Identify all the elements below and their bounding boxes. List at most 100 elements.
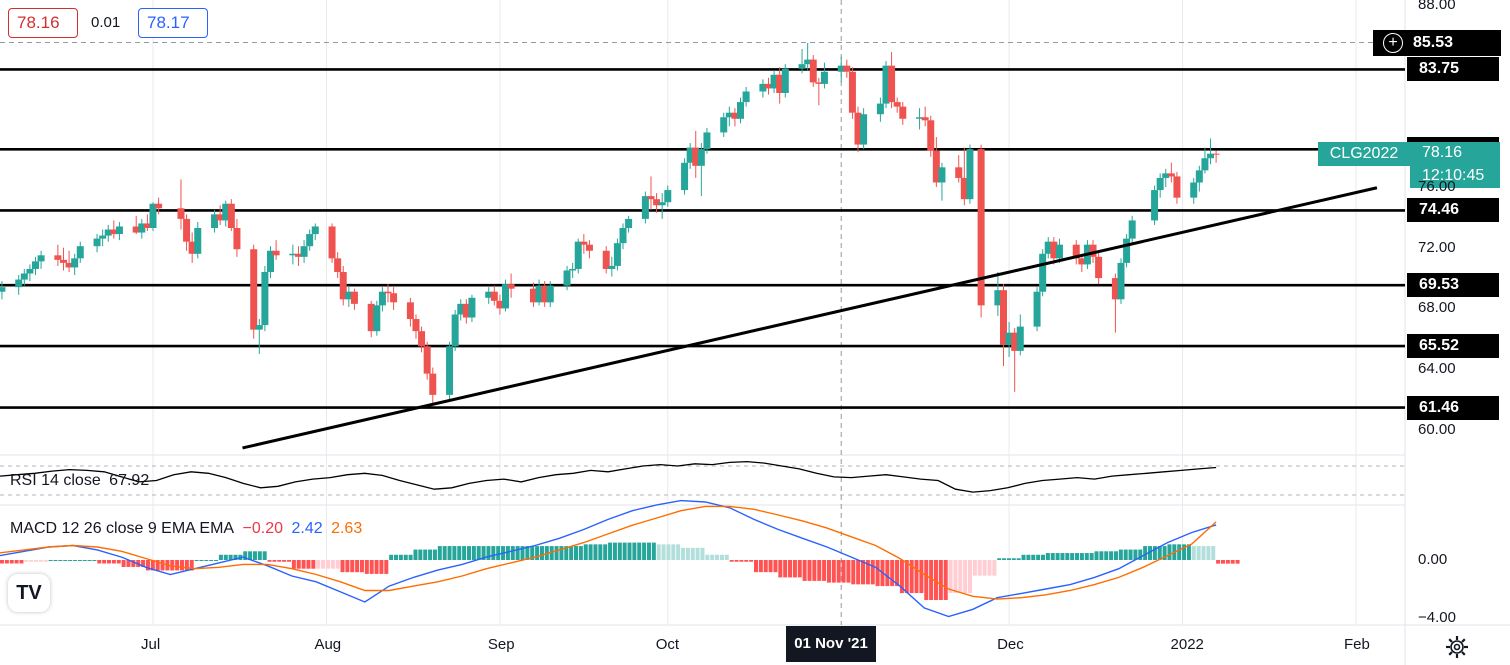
candle-body bbox=[110, 229, 118, 235]
symbol-price: 78.16 bbox=[1410, 142, 1500, 164]
level-tag: 65.52 bbox=[1407, 334, 1499, 359]
candle-body bbox=[960, 177, 968, 200]
macd-histogram-bar bbox=[933, 560, 938, 601]
candle-body bbox=[115, 226, 123, 235]
plus-circle-icon[interactable]: + bbox=[1383, 33, 1403, 53]
candle-body bbox=[216, 214, 224, 221]
candle-body bbox=[1207, 153, 1215, 159]
ask-price-box[interactable]: 78.17 bbox=[138, 8, 208, 38]
candle-body bbox=[490, 291, 498, 301]
crosshair-price: 85.53 bbox=[1413, 34, 1454, 51]
macd-histogram-bar bbox=[929, 560, 934, 601]
macd-histogram-bar bbox=[642, 542, 647, 560]
bid-price-box[interactable]: 78.16 bbox=[8, 8, 78, 38]
candle-body bbox=[1123, 238, 1131, 263]
macd-histogram-bar bbox=[1157, 546, 1162, 560]
rsi-legend[interactable]: RSI 14 close 67.92 bbox=[10, 472, 153, 490]
macd-histogram-bar bbox=[175, 560, 180, 571]
candle-body bbox=[1162, 173, 1170, 178]
macd-histogram-bar bbox=[729, 560, 734, 562]
macd-histogram-bar bbox=[1225, 560, 1230, 564]
candle-body bbox=[759, 83, 767, 92]
time-label: 01 Nov '21 bbox=[786, 626, 876, 662]
candle-body bbox=[1095, 256, 1103, 279]
macd-histogram-bar bbox=[987, 560, 992, 576]
tradingview-logo[interactable]: TV bbox=[8, 574, 50, 612]
candle-body bbox=[1212, 153, 1220, 155]
macd-histogram-bar bbox=[836, 560, 841, 583]
macd-histogram-bar bbox=[1045, 553, 1050, 560]
macd-histogram-bar bbox=[564, 546, 569, 560]
macd-histogram-bar bbox=[335, 560, 340, 569]
macd-histogram-bar bbox=[1002, 558, 1007, 560]
macd-histogram-bar bbox=[209, 560, 214, 561]
price-tick: 60.00 bbox=[1418, 420, 1456, 438]
candle-body bbox=[1055, 244, 1063, 259]
candle-body bbox=[876, 103, 884, 115]
macd-histogram-bar bbox=[535, 546, 540, 560]
candle-body bbox=[574, 241, 582, 269]
candle-body bbox=[155, 203, 163, 209]
macd-histogram-bar bbox=[705, 554, 710, 560]
macd-histogram-bar bbox=[861, 560, 866, 585]
macd-histogram-bar bbox=[481, 546, 486, 560]
macd-histogram-bar bbox=[145, 560, 150, 571]
candle-body bbox=[65, 262, 73, 268]
macd-histogram-bar bbox=[1143, 546, 1148, 560]
macd-histogram-bar bbox=[1040, 554, 1045, 560]
candle-body bbox=[664, 190, 672, 203]
macd-histogram-bar bbox=[287, 560, 292, 562]
macd-histogram-bar bbox=[1182, 544, 1187, 560]
candle-body bbox=[804, 59, 812, 65]
macd-histogram-bar bbox=[408, 554, 413, 560]
candle-body bbox=[820, 71, 828, 84]
macd-histogram-bar bbox=[437, 546, 442, 560]
macd-histogram-bar bbox=[914, 560, 919, 594]
candle-body bbox=[860, 114, 868, 145]
macd-histogram-bar bbox=[904, 560, 909, 594]
macd-histogram-bar bbox=[690, 547, 695, 560]
candle-body bbox=[390, 293, 398, 303]
macd-histogram-bar bbox=[58, 560, 63, 561]
macd-histogram-bar bbox=[1191, 546, 1196, 560]
candle-body bbox=[300, 246, 308, 257]
candle-body bbox=[921, 117, 929, 121]
macd-histogram-bar bbox=[131, 560, 136, 567]
macd-histogram-bar bbox=[1220, 560, 1225, 564]
macd-histogram-bar bbox=[1016, 558, 1021, 560]
gear-icon[interactable] bbox=[1444, 634, 1470, 660]
symbol-tag[interactable]: CLG2022 78.16 12:10:45 bbox=[1318, 142, 1500, 188]
macd-histogram-bar bbox=[330, 560, 335, 569]
candle-body bbox=[350, 291, 358, 304]
macd-histogram-bar bbox=[1070, 553, 1075, 560]
price-tick: 72.00 bbox=[1418, 238, 1456, 256]
candle-body bbox=[888, 65, 896, 103]
macd-histogram-bar bbox=[1211, 546, 1216, 560]
macd-histogram-bar bbox=[525, 546, 530, 560]
macd-histogram-bar bbox=[646, 542, 651, 560]
macd-histogram-bar bbox=[846, 560, 851, 583]
macd-histogram-bar bbox=[841, 560, 846, 583]
candle-body bbox=[647, 196, 655, 200]
candle-body bbox=[132, 226, 140, 233]
trend-line bbox=[242, 186, 1378, 450]
candle-body bbox=[143, 223, 151, 228]
candle-body bbox=[418, 331, 426, 347]
macd-histogram-bar bbox=[53, 560, 58, 561]
candle-body bbox=[227, 203, 235, 228]
macd-legend[interactable]: MACD 12 26 close 9 EMA EMA −0.20 2.42 2.… bbox=[10, 520, 366, 538]
price-tick: 64.00 bbox=[1418, 360, 1456, 378]
candle-body bbox=[496, 300, 504, 309]
candle-body bbox=[541, 285, 549, 303]
macd-histogram-bar bbox=[583, 544, 588, 560]
candle-body bbox=[334, 258, 342, 272]
macd-histogram-bar bbox=[471, 546, 476, 560]
candle-body bbox=[339, 271, 347, 300]
macd-histogram-bar bbox=[379, 560, 384, 574]
macd-histogram-bar bbox=[1206, 546, 1211, 560]
candle-body bbox=[289, 253, 297, 256]
macd-histogram-bar bbox=[1177, 544, 1182, 560]
macd-histogram-bar bbox=[199, 560, 204, 561]
